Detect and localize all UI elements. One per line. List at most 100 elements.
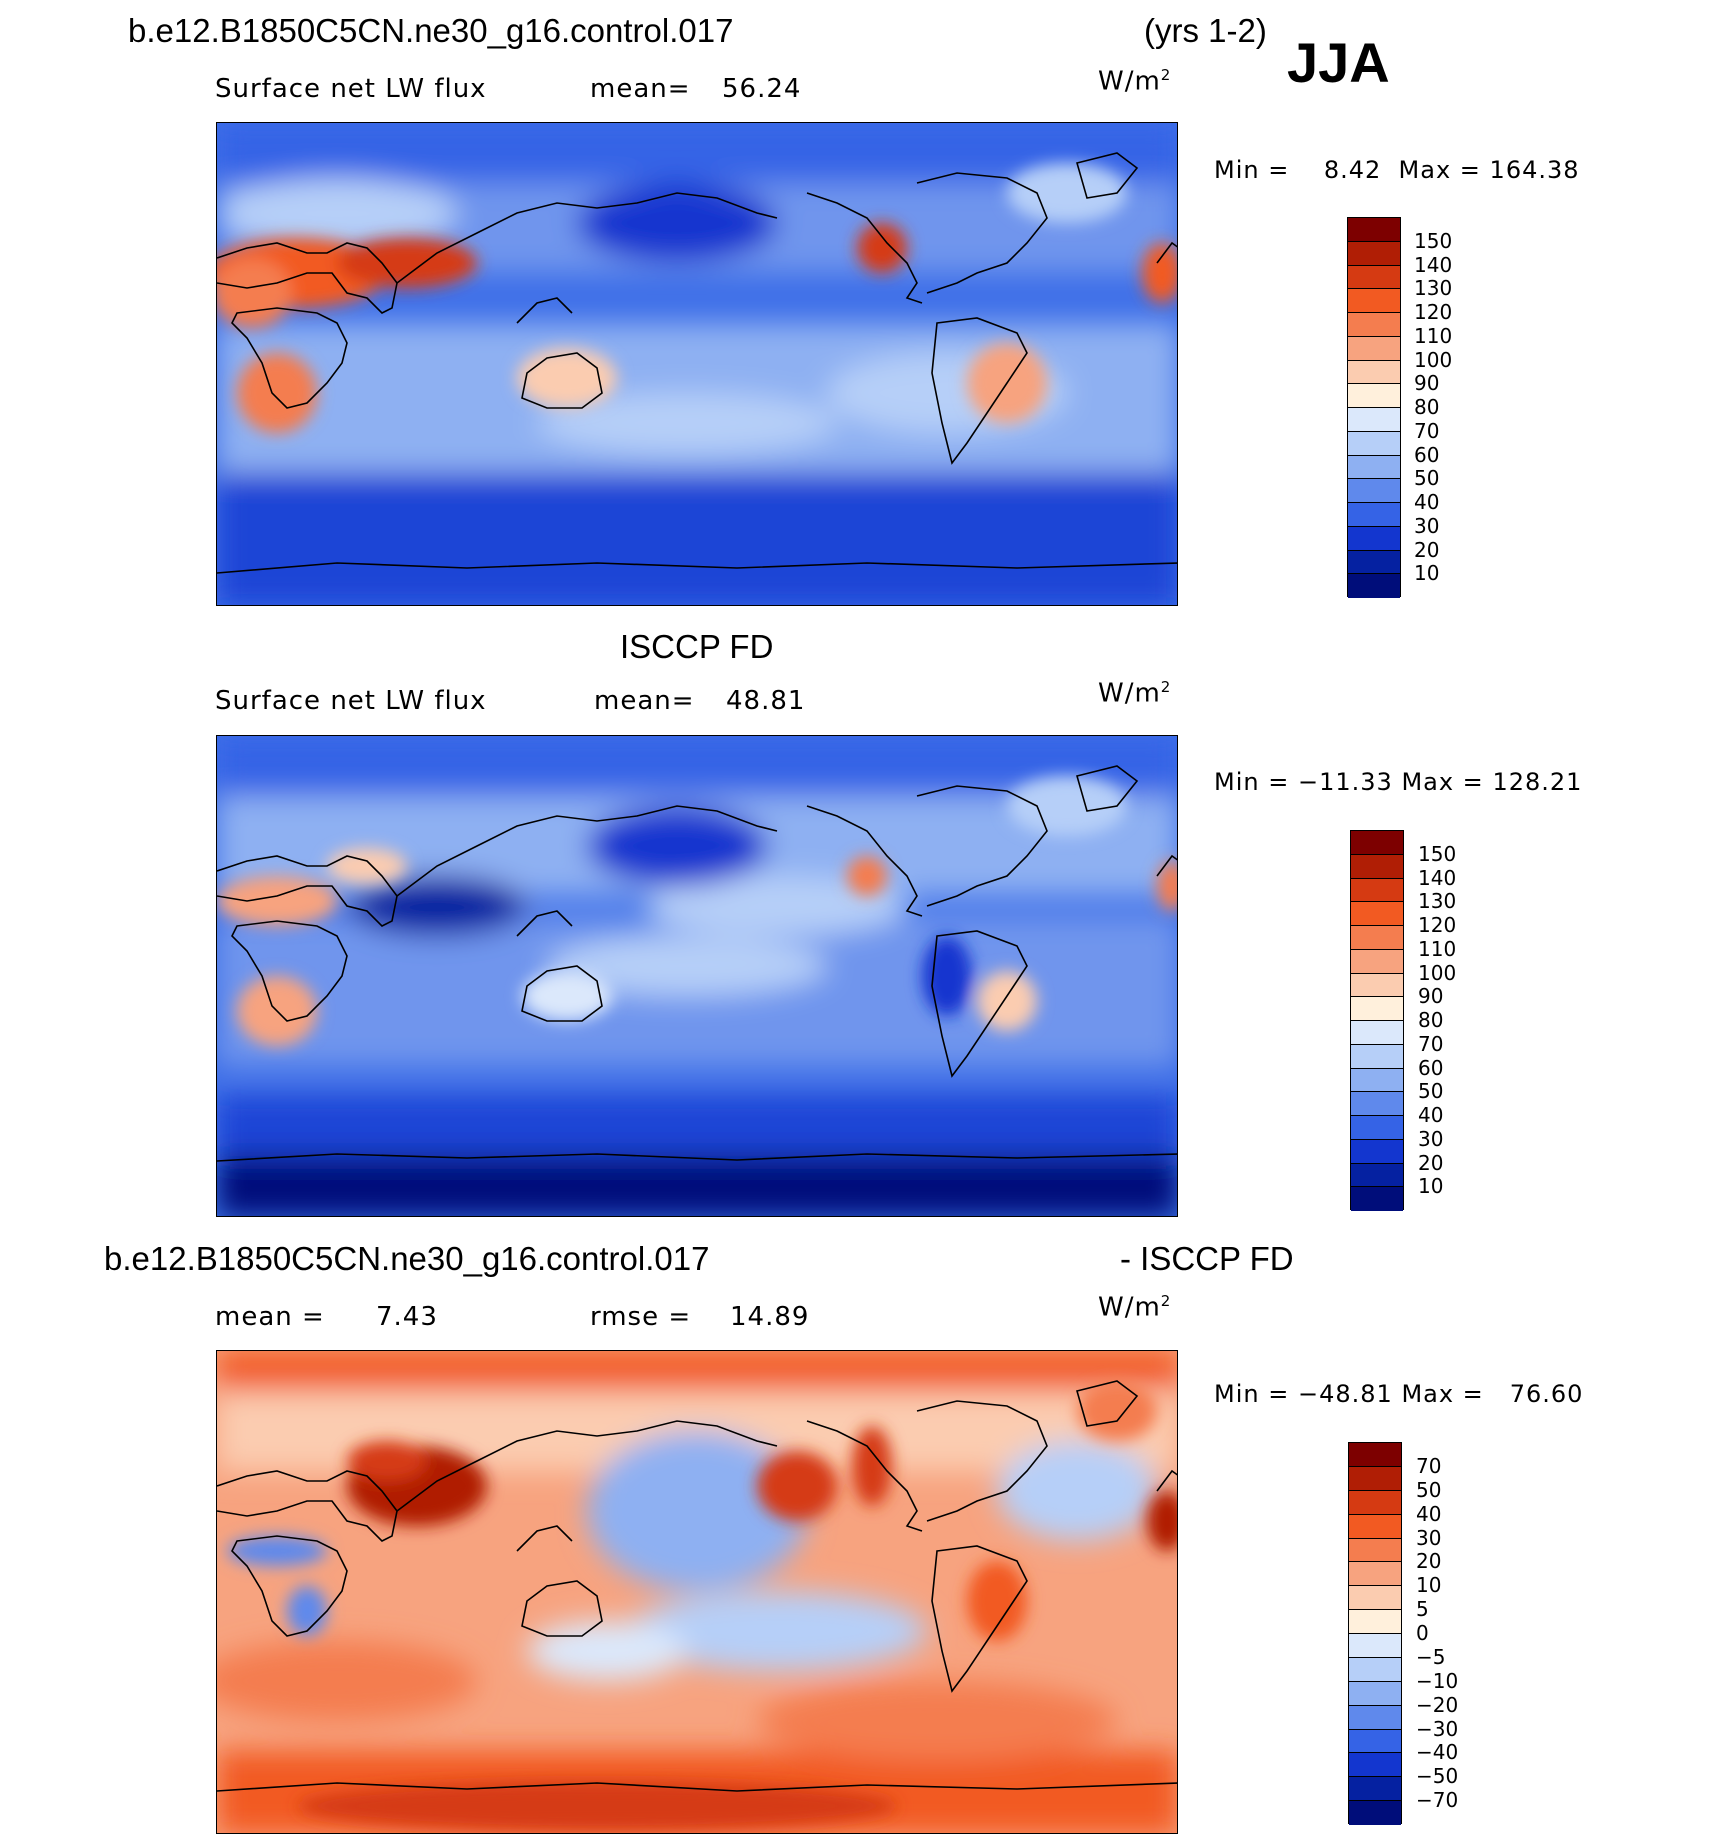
colorbar-swatch xyxy=(1351,926,1403,950)
colorbar-swatch xyxy=(1348,336,1400,361)
panel-diff-minmax: Min = −48.81 Max = 76.60 xyxy=(1214,1380,1584,1408)
colorbar-swatch xyxy=(1348,218,1400,242)
colorbar-swatch xyxy=(1348,360,1400,385)
colorbar-swatch xyxy=(1349,1753,1401,1778)
colorbar-swatch xyxy=(1351,1044,1403,1069)
colorbar-swatch xyxy=(1348,241,1400,266)
panel-diff-title-left: b.e12.B1850C5CN.ne30_g16.control.017 xyxy=(104,1240,710,1277)
colorbar-tick-label: 90 xyxy=(1418,984,1444,1009)
panel-model-colorbar xyxy=(1347,217,1401,598)
colorbar-swatch xyxy=(1351,1116,1403,1140)
colorbar-swatch xyxy=(1351,997,1403,1021)
panel-diff-rmse-value: 14.89 xyxy=(730,1302,810,1332)
colorbar-tick-label: 100 xyxy=(1418,960,1457,985)
panel-diff-rmse-label: rmse = xyxy=(590,1302,692,1332)
colorbar-swatch xyxy=(1348,526,1400,551)
page-title: b.e12.B1850C5CN.ne30_g16.control.017 xyxy=(128,12,734,49)
colorbar-tick-label: 130 xyxy=(1414,276,1453,301)
colorbar-swatch xyxy=(1351,949,1403,974)
colorbar-swatch xyxy=(1348,503,1400,527)
colorbar-tick-label: 5 xyxy=(1416,1597,1429,1622)
colorbar-tick-label: 30 xyxy=(1414,513,1440,538)
colorbar-tick-label: 140 xyxy=(1414,252,1453,277)
colorbar-swatch xyxy=(1349,1729,1401,1754)
colorbar-tick-label: −30 xyxy=(1416,1716,1459,1741)
colorbar-tick-label: 40 xyxy=(1414,490,1440,514)
colorbar-swatch xyxy=(1349,1562,1401,1587)
colorbar-swatch xyxy=(1351,1187,1403,1211)
colorbar-swatch xyxy=(1351,1139,1403,1164)
colorbar-swatch xyxy=(1349,1657,1401,1682)
colorbar-tick-label: 140 xyxy=(1418,865,1457,890)
colorbar-tick-label: 70 xyxy=(1414,418,1440,443)
colorbar-tick-label: 100 xyxy=(1414,347,1453,372)
panel-model-minmax: Min = 8.42 Max = 164.38 xyxy=(1214,156,1580,184)
panel-diff-mean-value: 7.43 xyxy=(376,1302,438,1332)
colorbar-swatch xyxy=(1351,973,1403,998)
colorbar-tick-label: 150 xyxy=(1414,228,1453,253)
colorbar-swatch xyxy=(1349,1514,1401,1539)
panel-diff-map xyxy=(216,1350,1178,1834)
colorbar-swatch xyxy=(1348,479,1400,503)
colorbar-swatch xyxy=(1351,831,1403,855)
colorbar-swatch xyxy=(1349,1610,1401,1634)
colorbar-tick-label: −10 xyxy=(1416,1668,1459,1693)
colorbar-tick-label: 60 xyxy=(1418,1055,1444,1080)
colorbar-tick-label: 70 xyxy=(1418,1031,1444,1056)
colorbar-swatch xyxy=(1349,1634,1401,1658)
panel-model-units: W/m2 xyxy=(1098,66,1172,97)
colorbar-swatch xyxy=(1348,408,1400,432)
colorbar-tick-label: 10 xyxy=(1416,1573,1442,1598)
colorbar-tick-label: −20 xyxy=(1416,1692,1459,1717)
panel-diff-colorbar xyxy=(1348,1442,1402,1825)
colorbar-tick-label: −70 xyxy=(1416,1788,1459,1813)
panel-obs-mean-label: mean= xyxy=(594,686,695,716)
colorbar-tick-label: 60 xyxy=(1414,442,1440,467)
colorbar-swatch xyxy=(1349,1466,1401,1491)
colorbar-swatch xyxy=(1349,1586,1401,1611)
colorbar-swatch xyxy=(1351,902,1403,926)
colorbar-tick-label: −50 xyxy=(1416,1764,1459,1789)
colorbar-swatch xyxy=(1348,574,1400,598)
colorbar-tick-label: 20 xyxy=(1414,537,1440,562)
colorbar-swatch xyxy=(1351,878,1403,903)
colorbar-tick-label: 30 xyxy=(1416,1525,1442,1550)
panel-model-map xyxy=(216,122,1178,606)
panel-obs-mean-value: 48.81 xyxy=(726,686,806,716)
colorbar-swatch xyxy=(1349,1490,1401,1515)
colorbar-tick-label: 110 xyxy=(1414,323,1453,348)
colorbar-tick-label: 120 xyxy=(1418,913,1457,937)
colorbar-swatch xyxy=(1348,289,1400,313)
colorbar-tick-label: 0 xyxy=(1416,1621,1429,1645)
panel-obs-title: ISCCP FD xyxy=(620,628,774,665)
colorbar-swatch xyxy=(1348,313,1400,337)
panel-obs-minmax: Min = −11.33 Max = 128.21 xyxy=(1214,768,1583,796)
panel-obs-units: W/m2 xyxy=(1098,678,1172,709)
colorbar-swatch xyxy=(1351,1092,1403,1116)
colorbar-tick-label: 50 xyxy=(1414,466,1440,491)
colorbar-tick-label: 70 xyxy=(1416,1453,1442,1478)
panel-obs-variable: Surface net LW flux xyxy=(215,686,487,716)
colorbar-tick-label: −5 xyxy=(1416,1644,1446,1669)
colorbar-tick-label: 150 xyxy=(1418,841,1457,866)
years-label: (yrs 1-2) xyxy=(1144,12,1267,49)
panel-diff-mean-label: mean = xyxy=(215,1302,325,1332)
colorbar-tick-label: 30 xyxy=(1418,1126,1444,1151)
colorbar-swatch xyxy=(1348,384,1400,408)
panel-model-variable: Surface net LW flux xyxy=(215,74,487,104)
colorbar-tick-label: 20 xyxy=(1418,1150,1444,1175)
panel-model-colorbar-labels: 150 140 130 120 110 100 90 80 70 60 50 40 30 20 10 xyxy=(1414,217,1494,597)
colorbar-swatch xyxy=(1348,455,1400,480)
colorbar-tick-label: 40 xyxy=(1416,1501,1442,1526)
colorbar-tick-label: 10 xyxy=(1414,561,1440,586)
colorbar-swatch xyxy=(1349,1443,1401,1467)
colorbar-tick-label: 90 xyxy=(1414,371,1440,396)
colorbar-tick-label: 120 xyxy=(1414,300,1453,324)
panel-model-mean-value: 56.24 xyxy=(722,74,802,104)
panel-obs-colorbar-labels: 150 140 130 120 110 100 90 80 70 60 50 40 30 20 10 xyxy=(1418,830,1498,1210)
colorbar-tick-label: 10 xyxy=(1418,1174,1444,1199)
colorbar-swatch xyxy=(1351,1163,1403,1188)
colorbar-swatch xyxy=(1349,1538,1401,1563)
panel-diff-title-right: - ISCCP FD xyxy=(1120,1240,1294,1277)
panel-obs-colorbar xyxy=(1350,830,1404,1211)
